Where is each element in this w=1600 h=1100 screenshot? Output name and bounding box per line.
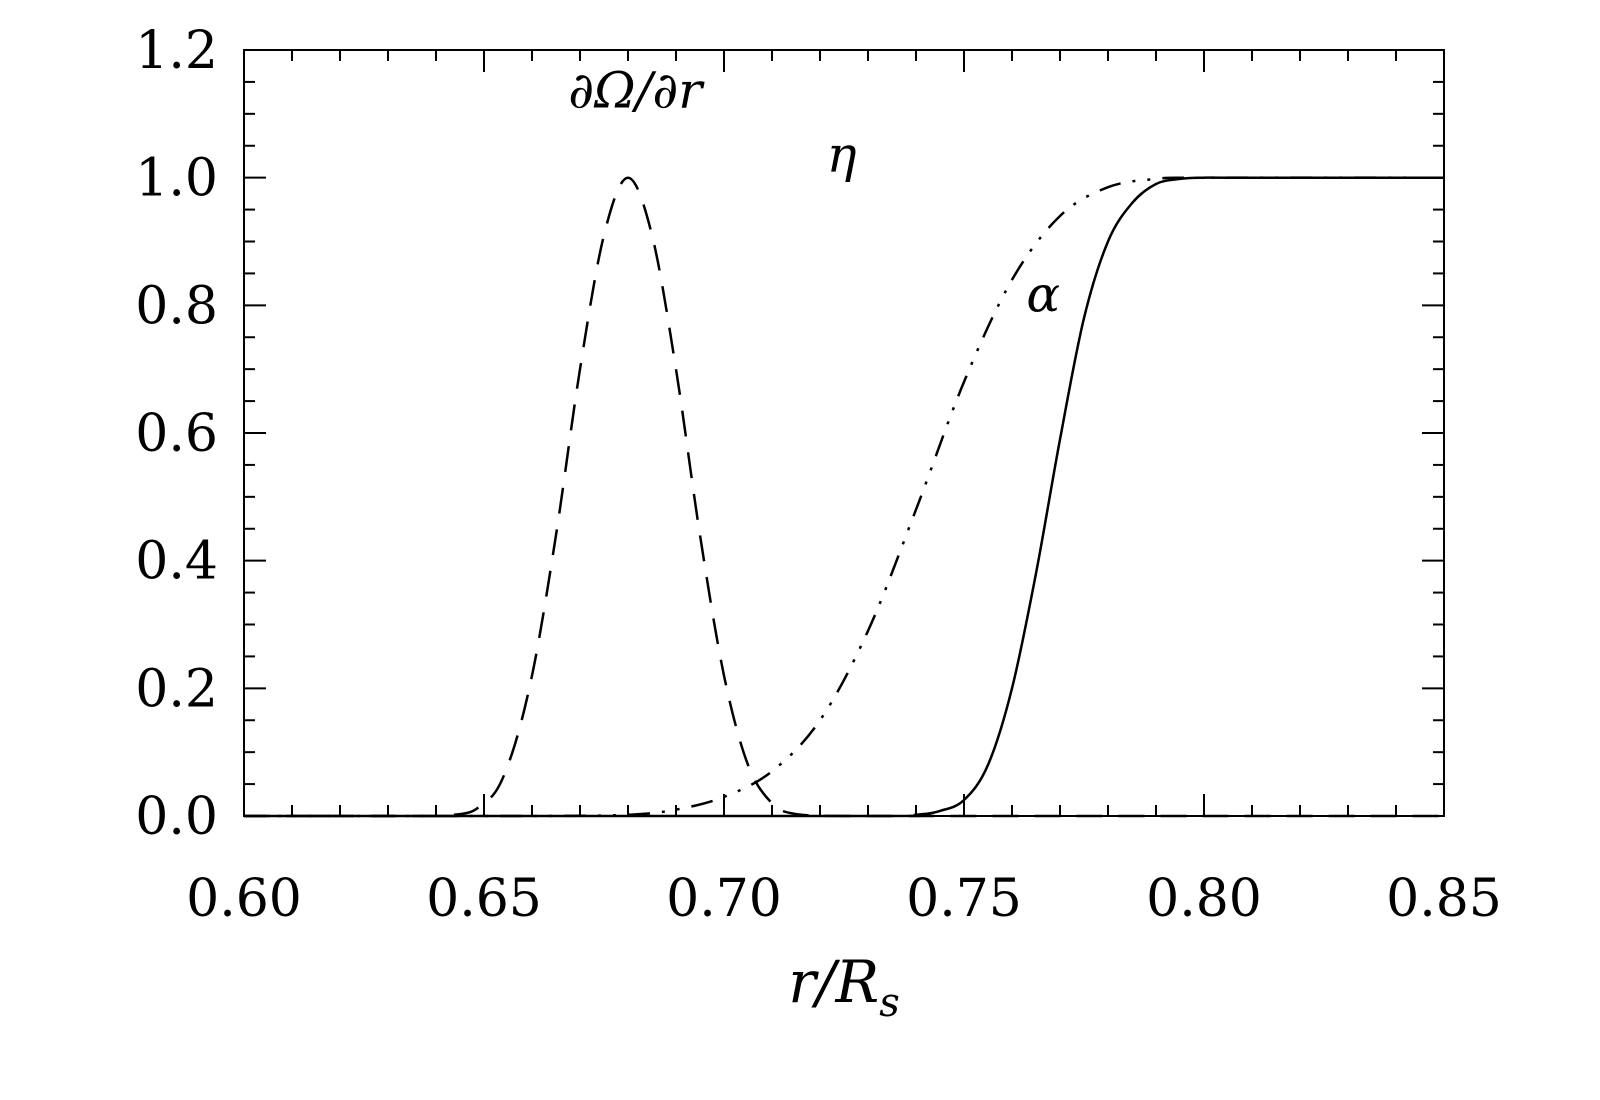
y-tick-label: 0.8	[135, 276, 218, 336]
curve-alpha	[244, 176, 1444, 818]
y-tick-label: 0.2	[135, 659, 218, 719]
label-eta: η	[827, 125, 857, 183]
y-tick-label: 0.0	[135, 787, 218, 847]
x-axis-title: r/Rs	[788, 948, 899, 1026]
x-tick-label: 0.60	[186, 869, 302, 929]
x-tick-label: 0.75	[906, 869, 1022, 929]
y-tick-label: 1.0	[135, 149, 218, 209]
label-domega-dr: ∂Ω/∂r	[568, 61, 705, 119]
x-axis-title-main: r/R	[788, 948, 879, 1016]
y-tick-label: 0.4	[135, 532, 218, 592]
curve-eta	[244, 176, 1445, 818]
y-tick-label: 0.6	[135, 404, 218, 464]
x-tick-label: 0.85	[1386, 869, 1502, 929]
y-tick-label: 1.2	[135, 21, 218, 81]
x-axis-title-subscript: s	[879, 980, 900, 1026]
data-curves	[244, 176, 1445, 818]
tick-labels: 0.60 0.65 0.70 0.75 0.80 0.85 0.0 0.2 0.4 0.6 0.8 1…	[135, 21, 1502, 929]
label-alpha: α	[1026, 266, 1060, 324]
x-tick-label: 0.65	[426, 869, 542, 929]
curve-domega-dr	[244, 176, 1444, 818]
curve-labels: ∂Ω/∂r η α	[568, 61, 1060, 323]
x-tick-label: 0.80	[1146, 869, 1262, 929]
x-tick-label: 0.70	[666, 869, 782, 929]
